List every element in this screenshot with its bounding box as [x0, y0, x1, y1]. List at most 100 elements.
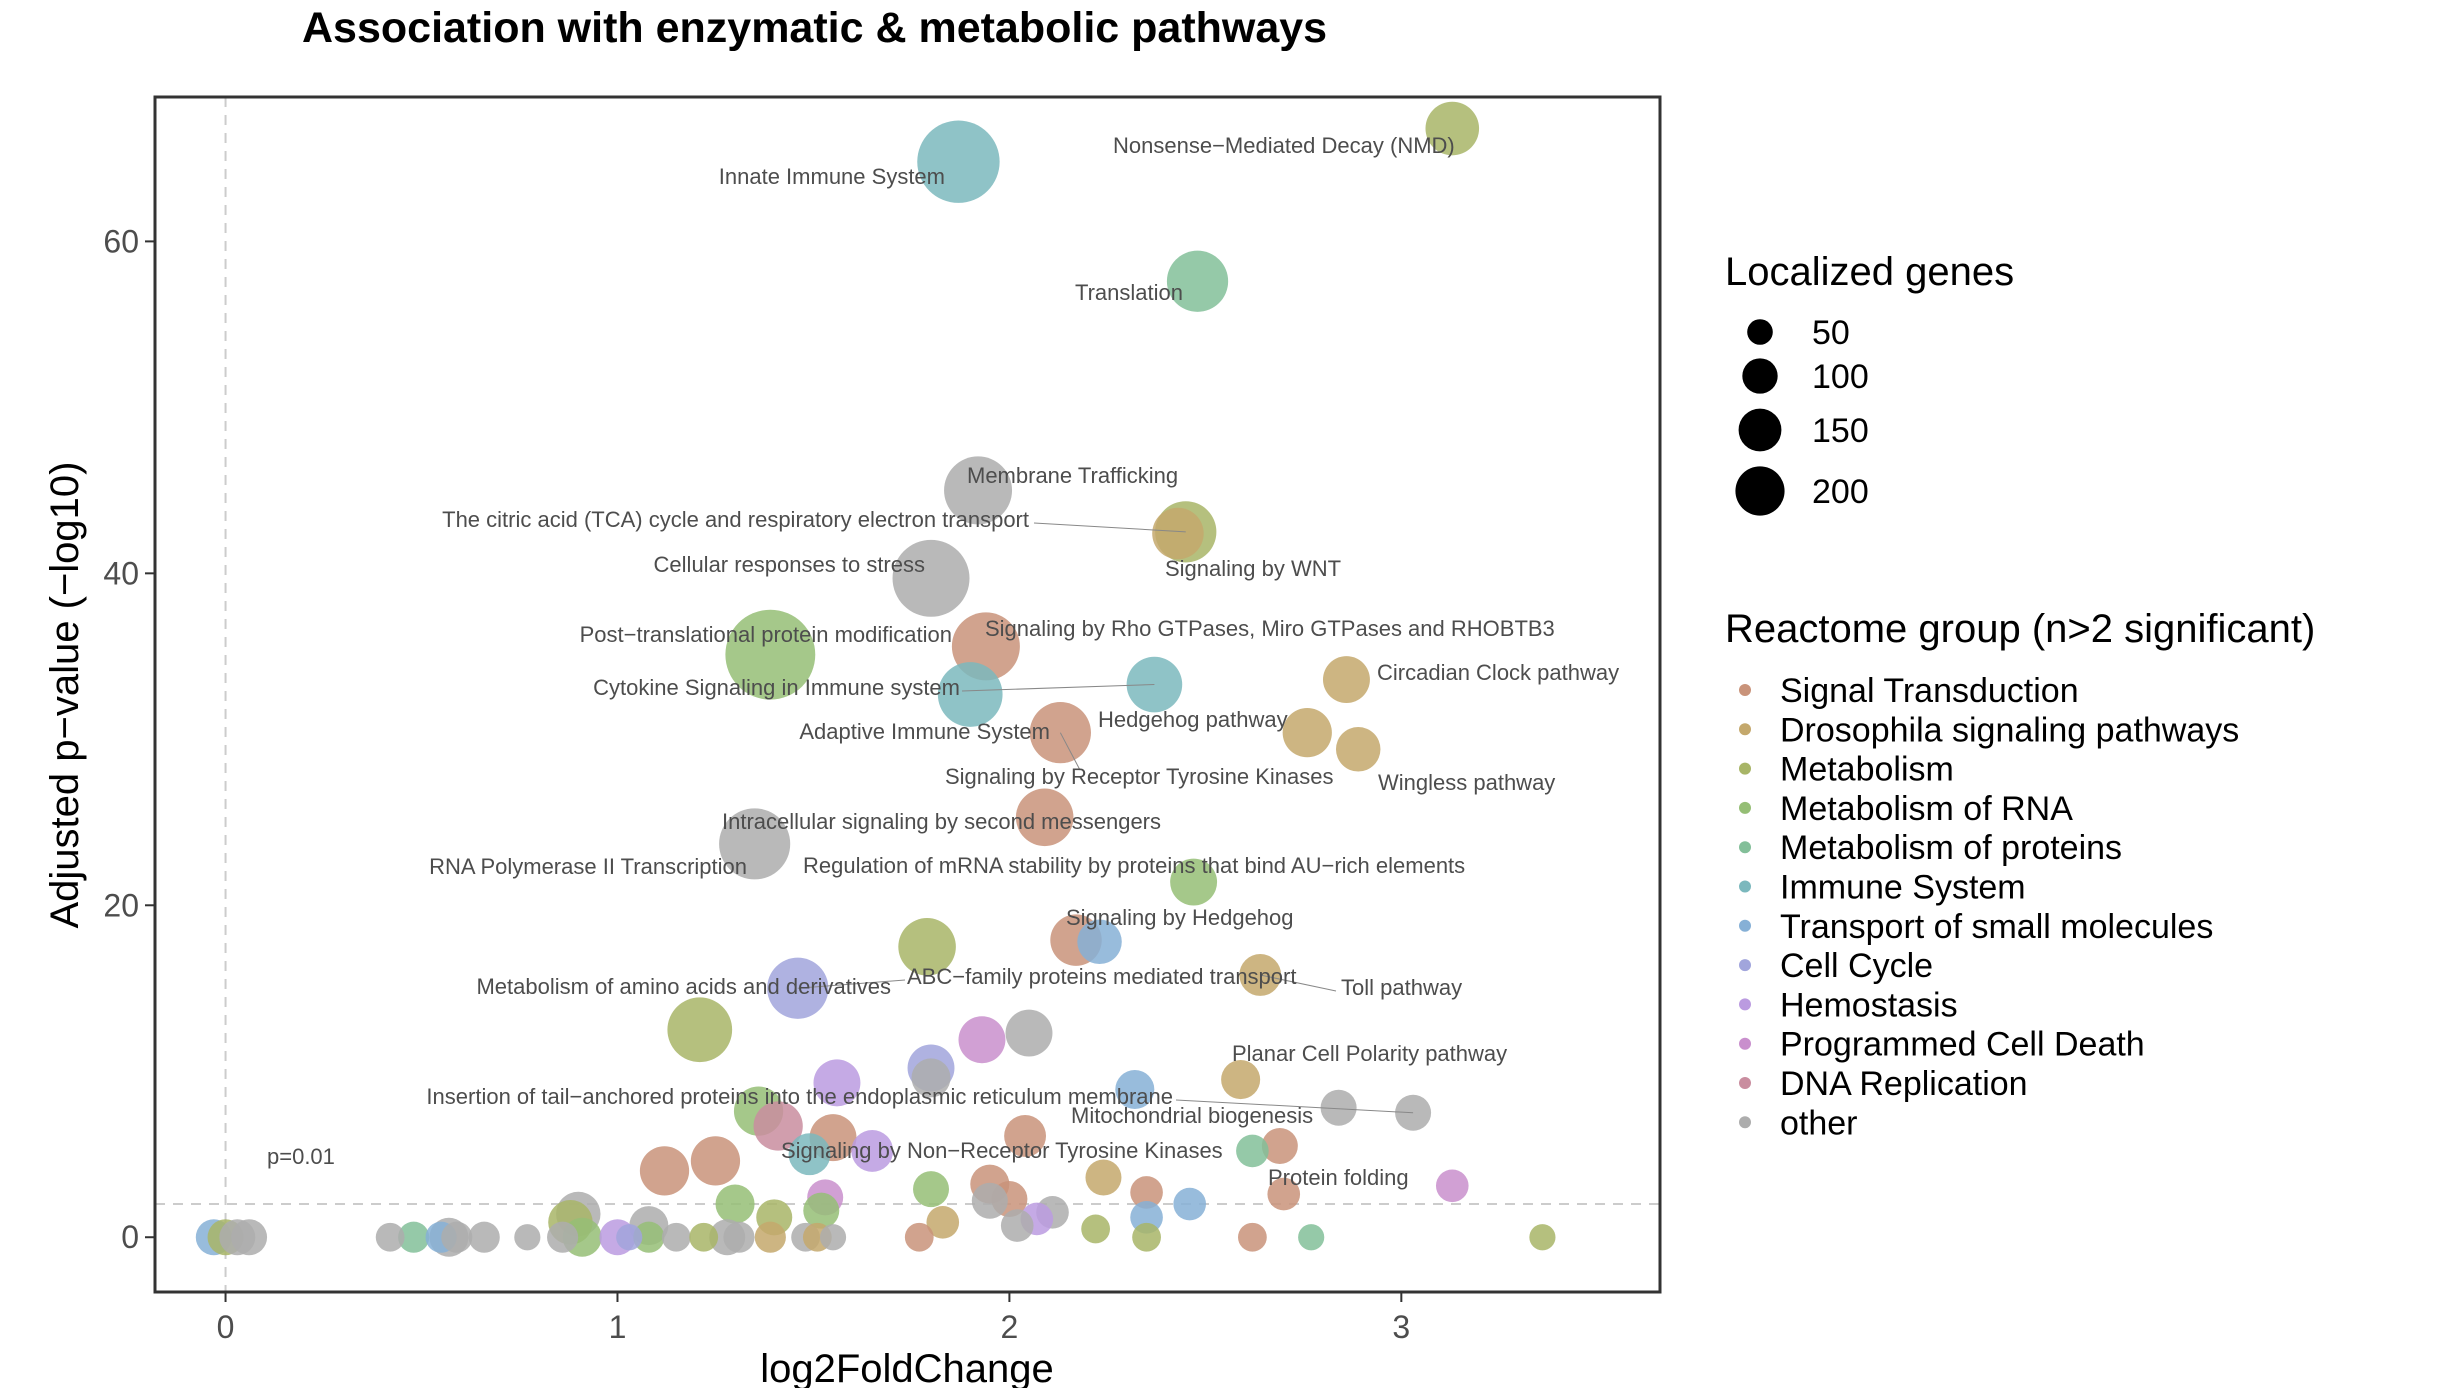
color-legend-label: Metabolism of RNA — [1780, 790, 2073, 828]
point-label: Hedgehog pathway — [1098, 707, 1288, 732]
color-legend-label: Transport of small molecules — [1780, 908, 2213, 946]
data-point[interactable] — [926, 1205, 960, 1239]
data-point[interactable] — [819, 1224, 847, 1251]
data-point[interactable] — [1221, 1060, 1261, 1100]
data-point[interactable] — [1004, 1115, 1047, 1157]
color-legend-swatch — [1739, 684, 1751, 696]
data-point[interactable] — [913, 1171, 950, 1208]
data-point[interactable] — [1425, 101, 1480, 156]
color-legend-swatch — [1739, 841, 1751, 854]
color-legend-label: Metabolism — [1780, 751, 1954, 789]
data-point[interactable] — [633, 1221, 665, 1253]
data-point[interactable] — [689, 1222, 719, 1252]
size-legend-label: 200 — [1812, 473, 1869, 511]
data-point[interactable] — [1130, 1176, 1163, 1209]
point-label: Signaling by Non−Receptor Tyrosine Kinas… — [781, 1138, 1223, 1163]
x-tick-label: 2 — [1001, 1309, 1019, 1345]
color-legend-swatch — [1739, 723, 1751, 736]
data-point[interactable] — [231, 1219, 268, 1256]
size-legend-label: 150 — [1812, 412, 1869, 450]
color-legend-swatch — [1739, 959, 1751, 972]
label-leader-line — [797, 979, 906, 989]
data-point[interactable] — [898, 918, 956, 976]
data-point[interactable] — [892, 539, 970, 617]
size-legend-title: Localized genes — [1725, 250, 2014, 294]
data-point[interactable] — [1173, 1187, 1206, 1221]
label-leader-line — [961, 684, 1155, 692]
label-leader-line — [1260, 974, 1337, 992]
data-point[interactable] — [1267, 1177, 1301, 1211]
x-tick-label: 1 — [609, 1309, 627, 1345]
data-point[interactable] — [937, 662, 1003, 727]
data-point[interactable] — [1282, 708, 1332, 758]
data-point[interactable] — [667, 997, 733, 1063]
data-point[interactable] — [1000, 1209, 1034, 1242]
data-point[interactable] — [719, 808, 791, 880]
point-label: Circadian Clock pathway — [1377, 660, 1619, 685]
data-point[interactable] — [1435, 1169, 1469, 1203]
data-point[interactable] — [1320, 1089, 1357, 1126]
data-point[interactable] — [904, 1222, 934, 1252]
data-point[interactable] — [1126, 656, 1183, 713]
data-point[interactable] — [441, 1221, 473, 1253]
data-point[interactable] — [851, 1129, 894, 1172]
data-point[interactable] — [813, 1059, 861, 1107]
point-label: Translation — [1075, 280, 1183, 305]
color-legend-label: Programmed Cell Death — [1780, 1026, 2145, 1064]
data-point[interactable] — [398, 1221, 430, 1253]
color-legend-label: Drosophila signaling pathways — [1780, 711, 2239, 749]
point-label: Cytokine Signaling in Immune system — [593, 675, 960, 700]
point-label: Signaling by Receptor Tyrosine Kinases — [945, 764, 1333, 789]
data-point[interactable] — [958, 1016, 1006, 1064]
data-point[interactable] — [723, 1221, 755, 1253]
color-legend-label: Metabolism of proteins — [1780, 829, 2122, 867]
plot-border — [153, 95, 1662, 1294]
data-point[interactable] — [468, 1221, 500, 1253]
data-point[interactable] — [1298, 1224, 1325, 1251]
data-point[interactable] — [944, 456, 1013, 525]
data-point[interactable] — [1529, 1224, 1556, 1251]
data-point[interactable] — [803, 1192, 840, 1229]
point-label: Metabolism of amino acids and derivative… — [476, 974, 891, 999]
data-point[interactable] — [971, 1182, 1008, 1219]
data-point[interactable] — [725, 609, 816, 700]
data-point[interactable] — [616, 1224, 643, 1251]
color-legend-swatch — [1739, 919, 1751, 932]
data-point[interactable] — [639, 1146, 690, 1196]
point-label: Wingless pathway — [1378, 770, 1555, 795]
data-point[interactable] — [1236, 1134, 1269, 1168]
data-point[interactable] — [1322, 656, 1370, 704]
data-point[interactable] — [1166, 250, 1229, 312]
label-leader-line — [1059, 732, 1081, 771]
y-tick-label: 40 — [103, 555, 139, 591]
size-legend-symbol — [1742, 358, 1778, 394]
size-legend-label: 100 — [1812, 358, 1869, 396]
data-point[interactable] — [911, 1058, 951, 1098]
data-point[interactable] — [690, 1136, 741, 1186]
data-point[interactable] — [1238, 1222, 1267, 1252]
data-point[interactable] — [1015, 788, 1074, 847]
data-point[interactable] — [1170, 858, 1218, 906]
data-point[interactable] — [661, 1222, 691, 1252]
data-point[interactable] — [375, 1222, 405, 1252]
data-point[interactable] — [1115, 1069, 1155, 1110]
data-point[interactable] — [1261, 1127, 1298, 1164]
point-label: ABC−family proteins mediated transport — [907, 964, 1296, 989]
data-point[interactable] — [1085, 1159, 1122, 1196]
data-point[interactable] — [1335, 727, 1381, 772]
data-point[interactable] — [514, 1224, 541, 1251]
data-point[interactable] — [1005, 1009, 1053, 1057]
data-point[interactable] — [754, 1221, 786, 1253]
data-point[interactable] — [1077, 919, 1122, 965]
data-point[interactable] — [1152, 507, 1204, 560]
data-point[interactable] — [1132, 1222, 1161, 1252]
point-label: Nonsense−Mediated Decay (NMD) — [1113, 133, 1455, 158]
data-point[interactable] — [917, 120, 1000, 203]
data-point[interactable] — [715, 1184, 755, 1224]
data-point[interactable] — [788, 1133, 831, 1176]
data-point[interactable] — [1081, 1214, 1111, 1244]
y-tick-label: 20 — [103, 887, 139, 923]
color-legend-label: DNA Replication — [1780, 1065, 2028, 1103]
data-point[interactable] — [753, 1101, 803, 1151]
data-point[interactable] — [547, 1221, 579, 1253]
